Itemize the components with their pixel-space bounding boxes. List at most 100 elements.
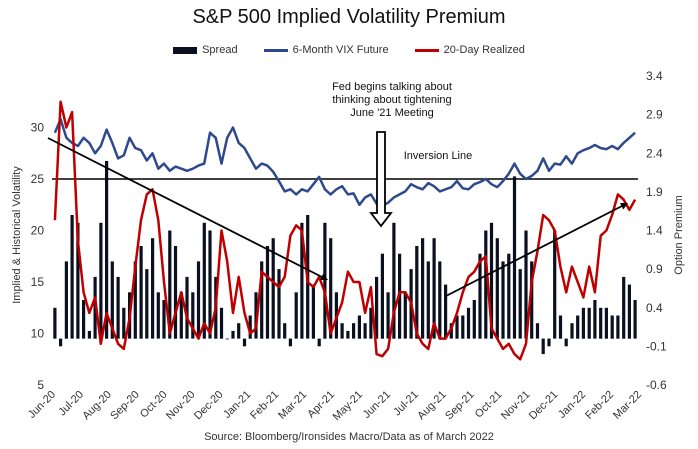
spread-bar — [93, 276, 97, 339]
spread-bar — [512, 176, 517, 339]
spread-bar — [283, 323, 287, 339]
spread-bar — [570, 323, 574, 339]
y-tick-label-left: 5 — [37, 378, 44, 392]
legend: Spread 6-Month VIX Future 20-Day Realize… — [0, 43, 698, 57]
x-tick-label: Nov-20 — [164, 389, 198, 423]
spread-bar — [604, 307, 608, 339]
spread-bar — [87, 330, 91, 339]
spread-bar — [478, 253, 482, 339]
spread-bar — [260, 261, 264, 339]
spread-bar — [59, 338, 63, 347]
spread-bar — [461, 315, 465, 339]
spread-bar — [369, 307, 373, 339]
y-tick-label-right: 1.4 — [646, 224, 663, 238]
spread-bar — [242, 338, 247, 347]
spread-bar — [564, 338, 568, 347]
spread-bar — [116, 276, 120, 339]
fed-down-arrow — [369, 131, 393, 228]
legend-item-vix: 6-Month VIX Future — [263, 43, 389, 57]
spread-bar — [219, 307, 224, 339]
y-tick-label-left: 20 — [31, 224, 45, 238]
spread-bar — [541, 338, 545, 355]
spread-bar — [122, 307, 126, 339]
spread-bar — [191, 292, 195, 339]
spread-bar — [248, 315, 252, 339]
spread-bar — [553, 230, 557, 339]
spread-bar — [265, 246, 270, 339]
spread-bars — [53, 161, 637, 355]
spread-bar — [323, 222, 327, 339]
spread-bar — [535, 323, 540, 339]
x-tick-label: Mar-21 — [276, 389, 309, 422]
downtrend-arrow — [47, 137, 323, 278]
y-tick-label-right: -0.1 — [646, 339, 667, 353]
x-tick-label: Jun-20 — [26, 389, 58, 421]
spread-bar — [151, 238, 155, 339]
chart-title: S&P 500 Implied Volatility Premium — [192, 6, 506, 28]
spread-bar — [110, 261, 114, 339]
spread-bar — [300, 222, 304, 339]
spread-bar — [547, 338, 551, 347]
y-axis-label-right: Option Premium — [673, 195, 685, 274]
x-tick-label: Aug-21 — [415, 389, 449, 423]
spread-bar — [421, 238, 425, 339]
spread-bar — [271, 238, 275, 339]
spread-bar — [196, 261, 201, 339]
spread-bar — [277, 269, 281, 339]
right-axis: -0.6 -0.1 0.4 0.9 1.4 1.9 2.4 2.9 3.4 — [646, 69, 667, 392]
spread-bar — [403, 292, 407, 339]
spread-bar — [64, 261, 68, 339]
spread-bar — [581, 307, 585, 339]
x-axis: Jun-20Jul-20Aug-20Sep-20Oct-20Nov-20Dec-… — [26, 389, 644, 423]
spread-bar — [156, 292, 160, 339]
spread-bar — [415, 246, 419, 339]
x-tick-label: Feb-21 — [248, 389, 281, 422]
spread-bar — [357, 315, 361, 339]
spread-bar — [340, 323, 344, 339]
spread-bar — [82, 300, 86, 339]
spread-bar — [524, 230, 528, 339]
spread-bar — [426, 261, 430, 339]
spread-bar — [237, 323, 241, 339]
spread-bar — [145, 269, 149, 339]
spread-bar — [495, 238, 499, 339]
spread-bar — [185, 276, 189, 339]
spread-bar — [133, 261, 137, 339]
spread-bar — [329, 238, 333, 339]
y-tick-label-right: 2.4 — [646, 146, 663, 160]
vix-series-line — [53, 118, 636, 208]
spread-bar — [53, 307, 57, 339]
spread-bar — [363, 323, 367, 339]
y-tick-label-right: -0.6 — [646, 378, 667, 392]
spread-bar — [317, 338, 321, 347]
spread-bar — [139, 246, 143, 339]
spread-bar — [386, 292, 390, 339]
x-tick-label: Dec-20 — [192, 389, 226, 423]
y-axis-label-left: Implied & Historical Volatility — [11, 166, 23, 304]
legend-label-vix: 6-Month VIX Future — [292, 44, 389, 56]
x-tick-label: Jan-21 — [221, 389, 253, 421]
spread-bar — [507, 253, 511, 339]
spread-bar — [438, 261, 442, 339]
x-tick-label: May-21 — [331, 389, 365, 423]
fed-annotation: Fed begins talking about thinking about … — [322, 81, 462, 120]
y-tick-label-left: 15 — [31, 275, 45, 289]
x-tick-label: Aug-20 — [80, 389, 114, 423]
spread-bar — [76, 222, 80, 339]
spread-bar — [179, 292, 183, 339]
spread-bar — [168, 230, 172, 339]
fed-annotation-line-2: thinking about tightening — [332, 94, 452, 106]
spread-bar — [622, 276, 626, 339]
spread-bar — [576, 315, 580, 339]
y-tick-label-left: 30 — [31, 121, 45, 135]
spread-bar — [231, 330, 235, 339]
x-tick-label: Sep-20 — [108, 389, 142, 423]
spread-bar — [294, 292, 298, 339]
legend-label-realized: 20-Day Realized — [443, 44, 525, 56]
legend-swatch-spread — [173, 46, 198, 54]
y-tick-label-right: 3.4 — [646, 69, 663, 83]
spread-bar — [380, 253, 384, 339]
spread-bar — [288, 338, 292, 347]
spread-bar — [616, 315, 620, 339]
